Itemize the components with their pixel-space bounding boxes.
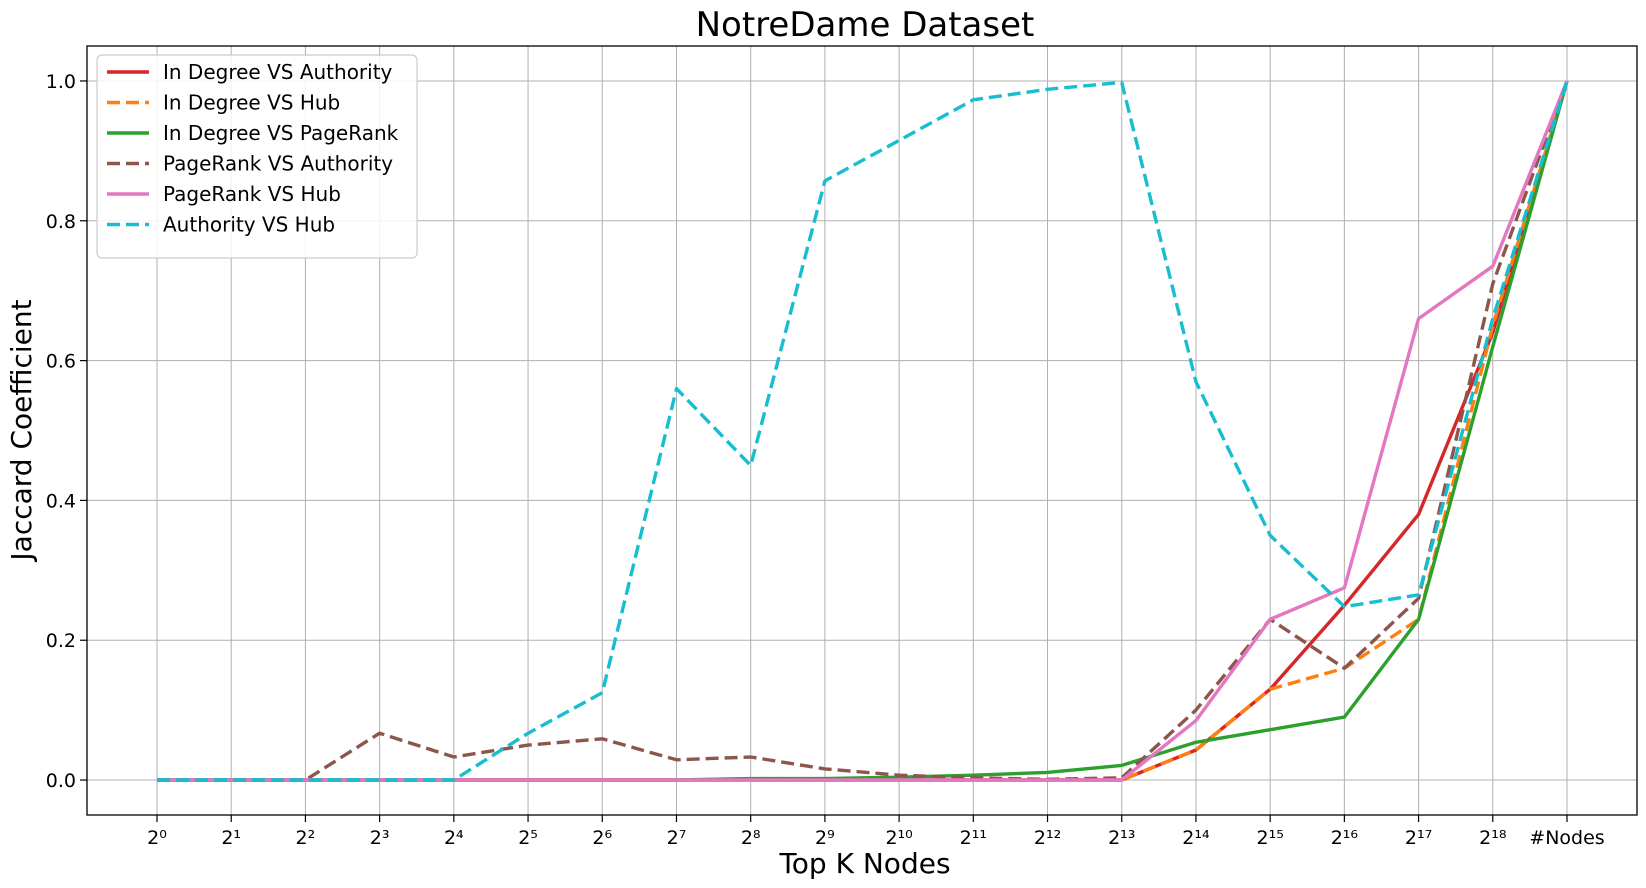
- legend-label: In Degree VS Authority: [163, 60, 393, 84]
- x-tick-label: 2¹⁷: [1405, 827, 1432, 849]
- x-tick-label: 2⁷: [667, 827, 687, 849]
- legend-box: [96, 54, 418, 259]
- series-layer: [157, 80, 1569, 782]
- x-tick-label: 2¹: [221, 827, 241, 849]
- x-tick-label: 2²: [296, 827, 316, 849]
- y-axis-title: Jaccard Coefficient: [5, 299, 38, 562]
- plot-frame: [86, 45, 1638, 816]
- y-tick-label: 0.8: [46, 211, 76, 233]
- x-tick-label: 2¹⁸: [1479, 827, 1506, 849]
- y-tick-label: 0.6: [46, 351, 76, 373]
- x-tick-label: 2⁵: [518, 827, 538, 849]
- legend: In Degree VS Authority In Degree VS Hub In…: [96, 54, 418, 259]
- x-tick-label: 2¹⁴: [1182, 827, 1210, 849]
- x-tick-label: 2⁶: [592, 827, 612, 849]
- x-axis-title: Top K Nodes: [778, 847, 950, 880]
- x-tick-label: 2¹²: [1034, 827, 1061, 849]
- legend-label: PageRank VS Authority: [163, 152, 393, 176]
- x-tick-label: 2¹⁵: [1256, 827, 1283, 849]
- x-tick-label: 2¹⁰: [885, 827, 912, 849]
- x-tick-label: #Nodes: [1529, 827, 1604, 849]
- x-tick-label: 2⁸: [741, 827, 761, 849]
- y-tick-label: 0.4: [46, 490, 76, 512]
- legend-label: In Degree VS PageRank: [163, 121, 399, 145]
- y-axis-ticks: 0.0 0.2 0.4 0.6 0.8 1.0: [46, 71, 87, 792]
- chart-title: NotreDame Dataset: [696, 5, 1035, 45]
- legend-label: In Degree VS Hub: [163, 91, 340, 115]
- y-tick-label: 0.0: [46, 770, 76, 792]
- x-tick-label: 2³: [370, 827, 390, 849]
- x-tick-label: 2⁰: [147, 827, 167, 849]
- legend-label: PageRank VS Hub: [163, 182, 341, 206]
- series-line-5: [157, 80, 1569, 782]
- y-tick-label: 0.2: [46, 630, 76, 652]
- x-tick-label: 2¹⁶: [1331, 827, 1358, 849]
- x-tick-label: 2¹³: [1108, 827, 1135, 849]
- x-axis-ticks: 2⁰ 2¹ 2² 2³ 2⁴ 2⁵ 2⁶ 2⁷ 2⁸ 2⁹ 2¹⁰ 2¹¹ 2¹² 2¹³ 2¹⁴ 2¹⁵ 2¹…: [147, 815, 1605, 849]
- legend-label: Authority VS Hub: [163, 213, 335, 237]
- y-tick-label: 1.0: [46, 71, 76, 93]
- x-tick-label: 2⁹: [815, 827, 835, 849]
- x-tick-label: 2⁴: [444, 827, 464, 849]
- grid: [87, 46, 1637, 815]
- x-tick-label: 2¹¹: [960, 827, 987, 849]
- series-line-3: [157, 80, 1569, 782]
